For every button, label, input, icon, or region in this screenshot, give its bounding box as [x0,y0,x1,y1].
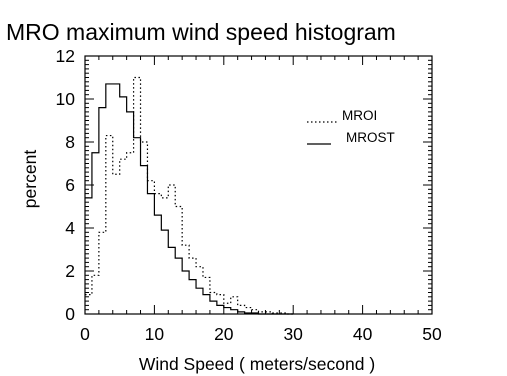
series-layer [85,76,294,315]
x-tick-label: 0 [80,324,90,344]
x-axis-label: Wind Speed ( meters/second ) [139,354,375,374]
x-tick-label: 20 [214,324,234,344]
legend-label-mrost: MROST [346,130,395,145]
y-tick-label: 12 [56,46,75,66]
y-tick-label: 2 [65,261,75,281]
series-mroi [85,76,294,315]
plot-area [84,55,433,315]
y-tick-label: 0 [65,304,75,324]
legend-label-mroi: MROI [342,108,377,123]
y-tick-label: 4 [65,218,75,238]
y-tick-label: 6 [65,175,75,195]
x-tick-label: 10 [145,324,165,344]
legend: MROI MROST [307,108,395,145]
x-tick-label: 40 [353,324,373,344]
plot-border [84,55,433,315]
y-tick-label: 10 [56,89,76,109]
x-axis: 0 10 20 30 40 50 [80,56,442,344]
y-tick-label: 8 [65,132,75,152]
x-tick-label: 30 [283,324,303,344]
chart-title: MRO maximum wind speed histogram [6,19,396,45]
series-mrost [85,83,294,315]
x-tick-label: 50 [422,324,442,344]
y-axis: 0 2 4 6 8 10 12 [56,46,432,324]
y-axis-label: percent [20,150,40,209]
